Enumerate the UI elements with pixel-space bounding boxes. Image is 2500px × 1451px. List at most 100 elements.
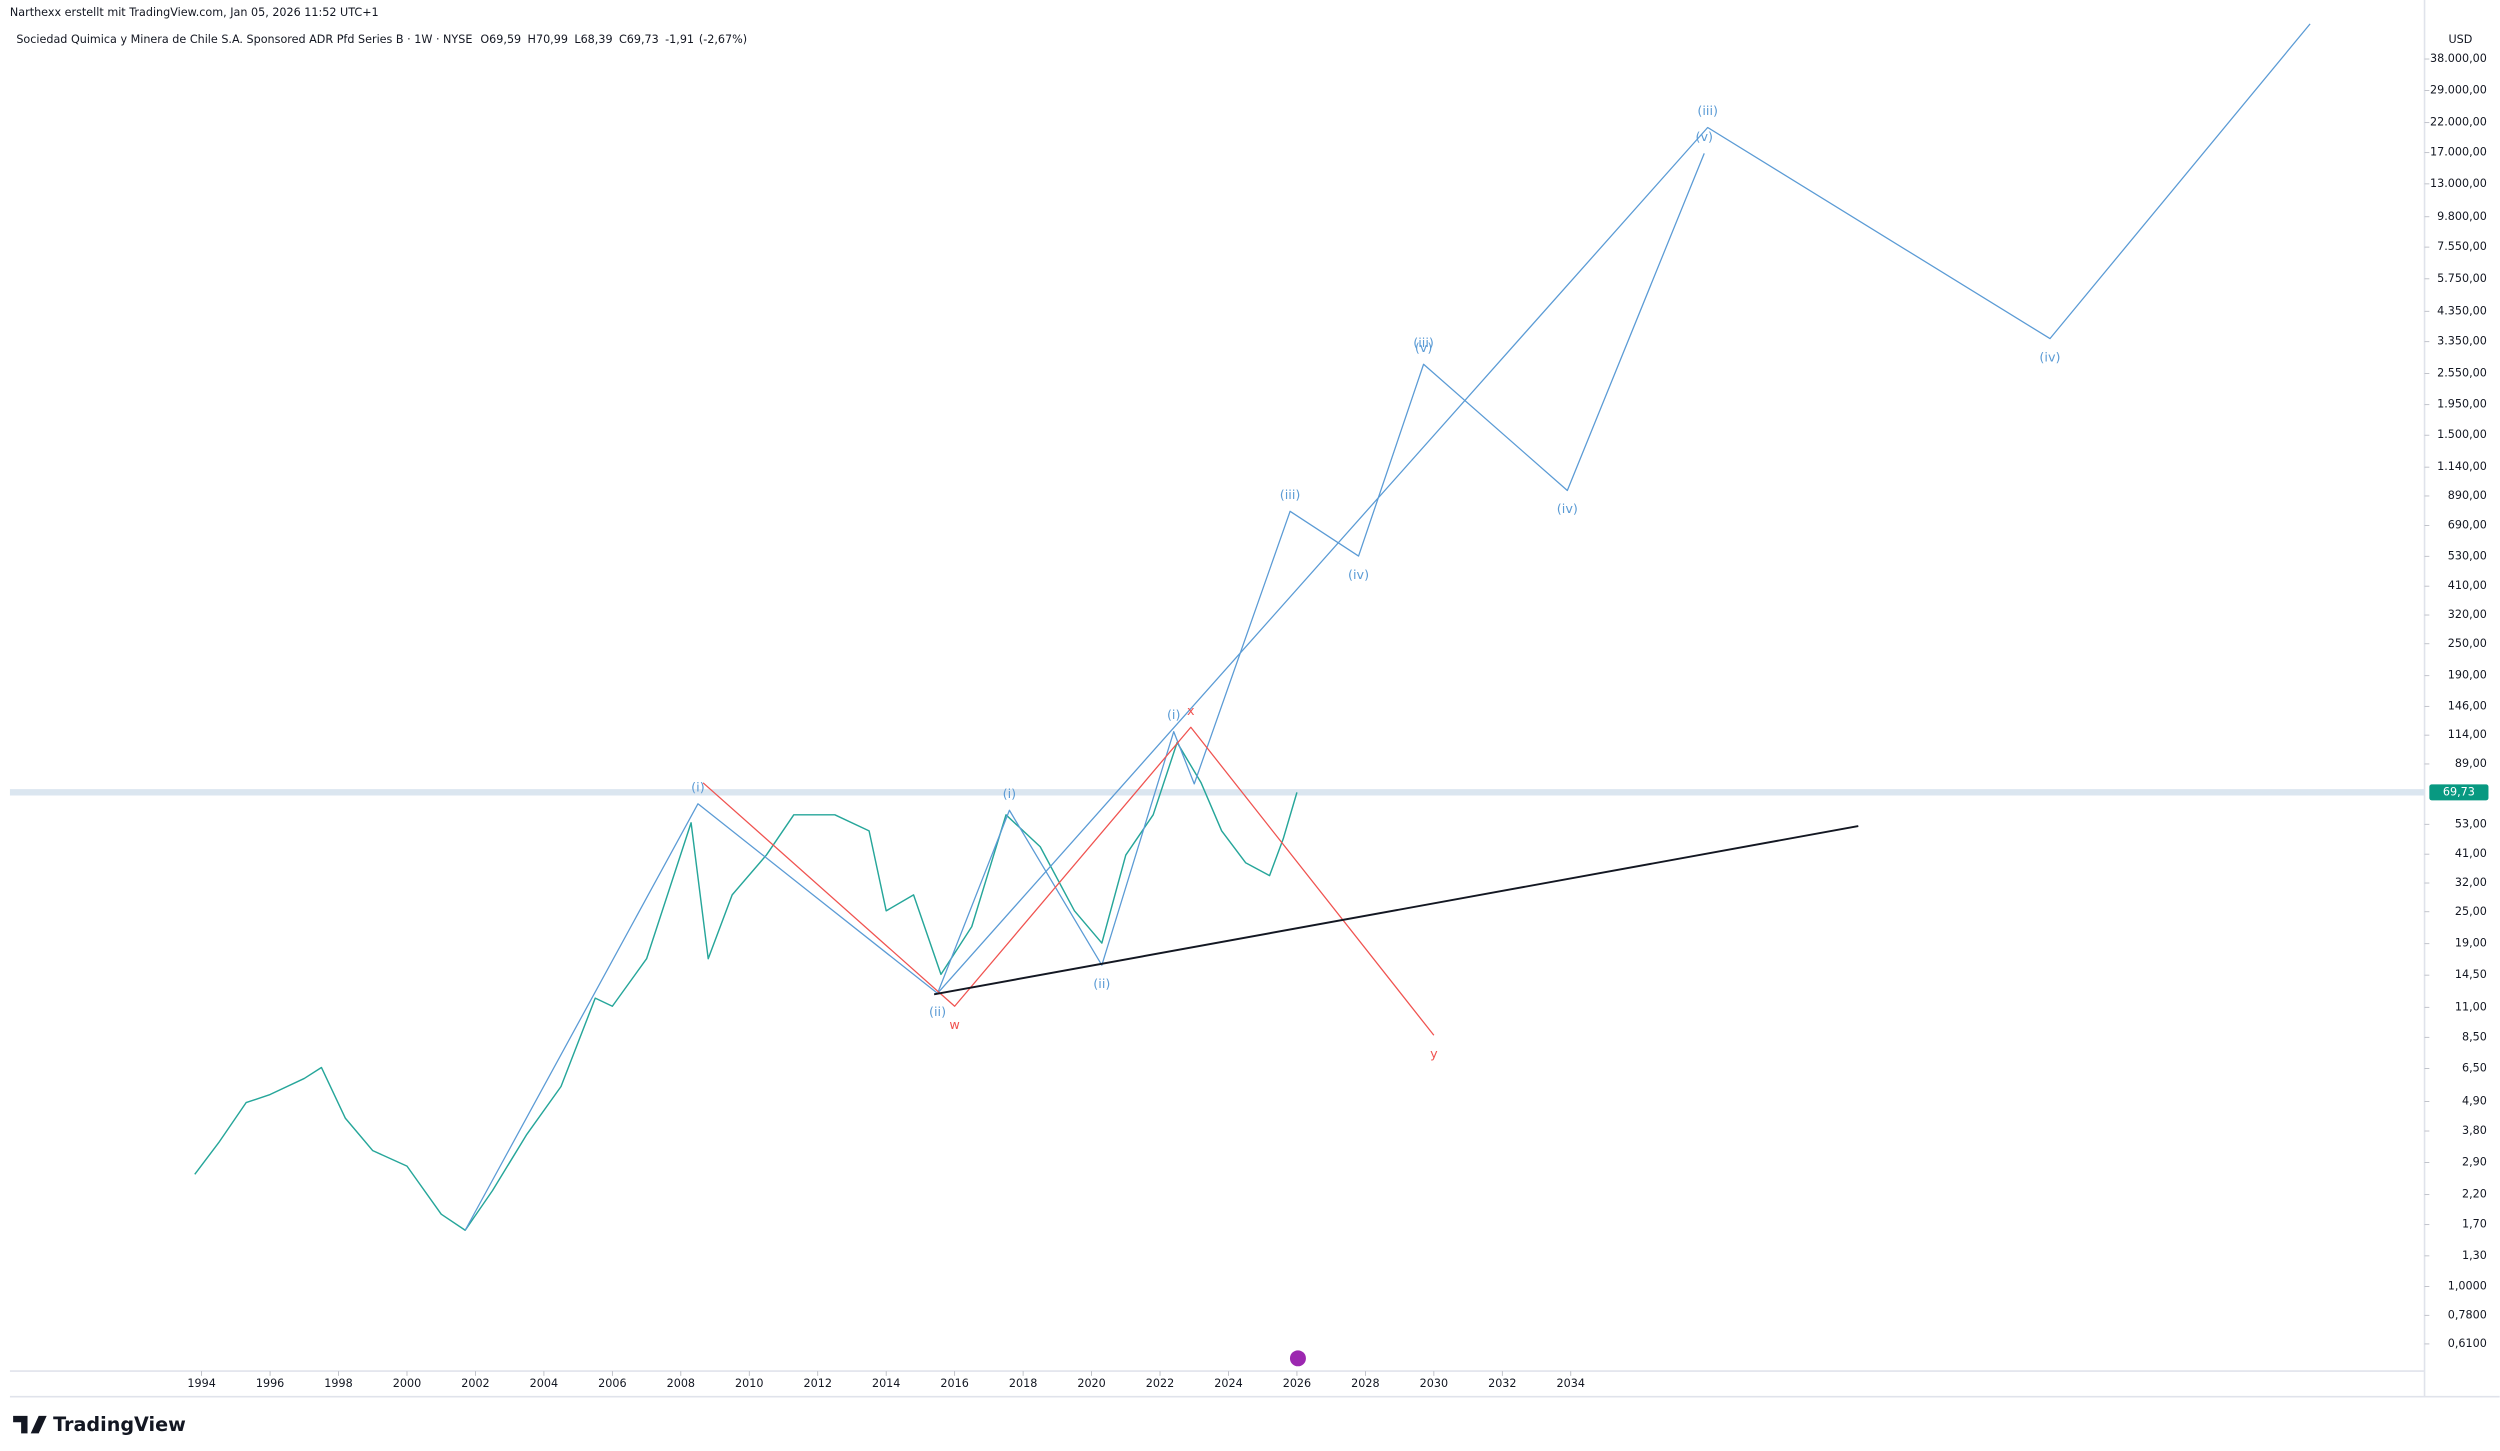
wave-label: (iv) [2039, 350, 2060, 365]
x-tick-label: 2010 [735, 1377, 763, 1390]
x-tick-label: 2018 [1009, 1377, 1037, 1390]
x-tick-label: 1998 [324, 1377, 352, 1390]
x-tick-label: 2000 [393, 1377, 421, 1390]
ohlc-value: 69,73 [627, 33, 659, 46]
wave-label: w [949, 1018, 959, 1033]
change: -1,91 [665, 33, 694, 46]
y-tick-label: 320,00 [2448, 608, 2487, 621]
symbol: Sociedad Quimica y Minera de Chile S.A. … [16, 33, 472, 46]
ohlc-key: L [574, 33, 581, 46]
x-tick-label: 2014 [872, 1377, 900, 1390]
price-line [194, 741, 1298, 1231]
brand: TradingView [53, 1413, 186, 1436]
y-tick-label: 2,20 [2462, 1188, 2487, 1201]
y-tick-label: 19,00 [2455, 937, 2487, 950]
y-tick-label: 114,00 [2448, 728, 2487, 741]
wave-label: (iii) [1280, 488, 1301, 503]
y-tick-label: 38.000,00 [2430, 52, 2487, 65]
y-tick-label: 29.000,00 [2430, 83, 2487, 96]
wave-label: (i) [691, 780, 705, 795]
x-tick-label: 2016 [940, 1377, 968, 1390]
y-tick-label: 2.550,00 [2437, 366, 2487, 379]
x-tick-label: 1994 [187, 1377, 215, 1390]
y-tick-label: 53,00 [2455, 817, 2487, 830]
change-pct: (-2,67%) [699, 33, 747, 46]
x-tick-label: 2004 [530, 1377, 558, 1390]
wave-line [937, 23, 2311, 994]
wave-label: (iv) [1557, 502, 1578, 517]
y-tick-label: 13.000,00 [2430, 177, 2487, 190]
y-tick-label: 1,30 [2462, 1249, 2487, 1262]
x-tick-label: 2026 [1283, 1377, 1311, 1390]
x-tick-label: 2034 [1557, 1377, 1585, 1390]
y-tick-label: 9.800,00 [2437, 210, 2487, 223]
last-price-label: 69,73 [2443, 785, 2475, 798]
y-tick-label: 3.350,00 [2437, 335, 2487, 348]
y-tick-label: 0,7800 [2448, 1308, 2487, 1321]
wave-label: (ii) [929, 1005, 946, 1020]
y-tick-label: 890,00 [2448, 489, 2487, 502]
y-tick-label: 14,50 [2455, 968, 2487, 981]
wave-label: (iv) [1348, 568, 1369, 583]
y-tick-label: 190,00 [2448, 669, 2487, 682]
last-price-tag [2429, 784, 2489, 801]
y-tick-label: 25,00 [2455, 905, 2487, 918]
y-tick-label: 22.000,00 [2430, 116, 2487, 129]
ohlc-value: 70,99 [536, 33, 568, 46]
x-tick-label: 2002 [461, 1377, 489, 1390]
y-tick-label: 2,90 [2462, 1155, 2487, 1168]
y-tick-label: 41,00 [2455, 847, 2487, 860]
wave-label: (i) [1003, 787, 1017, 802]
y-tick-label: 410,00 [2448, 579, 2487, 592]
x-tick-label: 2020 [1077, 1377, 1105, 1390]
y-tick-label: 7.550,00 [2437, 240, 2487, 253]
ohlc-key: H [528, 33, 536, 46]
wave-label: (v) [1415, 341, 1433, 356]
x-tick-label: 2006 [598, 1377, 626, 1390]
wave-line [702, 726, 1435, 1036]
wave-label: x [1187, 704, 1195, 719]
y-tick-label: 146,00 [2448, 699, 2487, 712]
y-tick-label: 5.750,00 [2437, 272, 2487, 285]
y-tick-label: 690,00 [2448, 519, 2487, 532]
ohlc-key: C [619, 33, 627, 46]
y-tick-label: 1.500,00 [2437, 428, 2487, 441]
y-tick-label: 11,00 [2455, 1000, 2487, 1013]
ohlc-value: 68,39 [581, 33, 613, 46]
y-tick-label: 0,6100 [2448, 1337, 2487, 1350]
wave-label: (iii) [1697, 104, 1718, 119]
y-tick-label: 4,90 [2462, 1094, 2487, 1107]
x-tick-label: 1996 [256, 1377, 284, 1390]
logo-icon [13, 1415, 47, 1434]
x-tick-label: 2028 [1351, 1377, 1379, 1390]
wave-line [933, 825, 1859, 996]
y-tick-label: 17.000,00 [2430, 146, 2487, 159]
y-tick-label: 6,50 [2462, 1062, 2487, 1075]
ohlc-key: O [480, 33, 489, 46]
y-tick-label: 32,00 [2455, 876, 2487, 889]
x-tick-label: 2012 [804, 1377, 832, 1390]
x-tick-label: 2032 [1488, 1377, 1516, 1390]
x-tick-label: 2008 [667, 1377, 695, 1390]
y-tick-label: 1.140,00 [2437, 460, 2487, 473]
y-tick-label: 530,00 [2448, 549, 2487, 562]
y-tick-label: 8,50 [2462, 1030, 2487, 1043]
credit: Narthexx erstellt mit TradingView.com, J… [10, 6, 379, 19]
wave-label: y [1430, 1047, 1438, 1062]
tradingview-logo: TradingView [13, 1413, 186, 1436]
wave-label: (i) [1167, 708, 1181, 723]
wave-label: (iii) [1413, 336, 1434, 351]
ohlc-value: 69,59 [489, 33, 521, 46]
y-tick-label: 3,80 [2462, 1124, 2487, 1137]
y-tick-label: 1,0000 [2448, 1279, 2487, 1292]
wave-line [464, 153, 1705, 1231]
wave-label: (ii) [1093, 977, 1110, 992]
event-marker [1289, 1350, 1306, 1367]
x-tick-label: 2024 [1214, 1377, 1242, 1390]
y-tick-label: 89,00 [2455, 757, 2487, 770]
y-tick-label: 250,00 [2448, 637, 2487, 650]
y-tick-label: 1.950,00 [2437, 398, 2487, 411]
x-tick-label: 2022 [1146, 1377, 1174, 1390]
